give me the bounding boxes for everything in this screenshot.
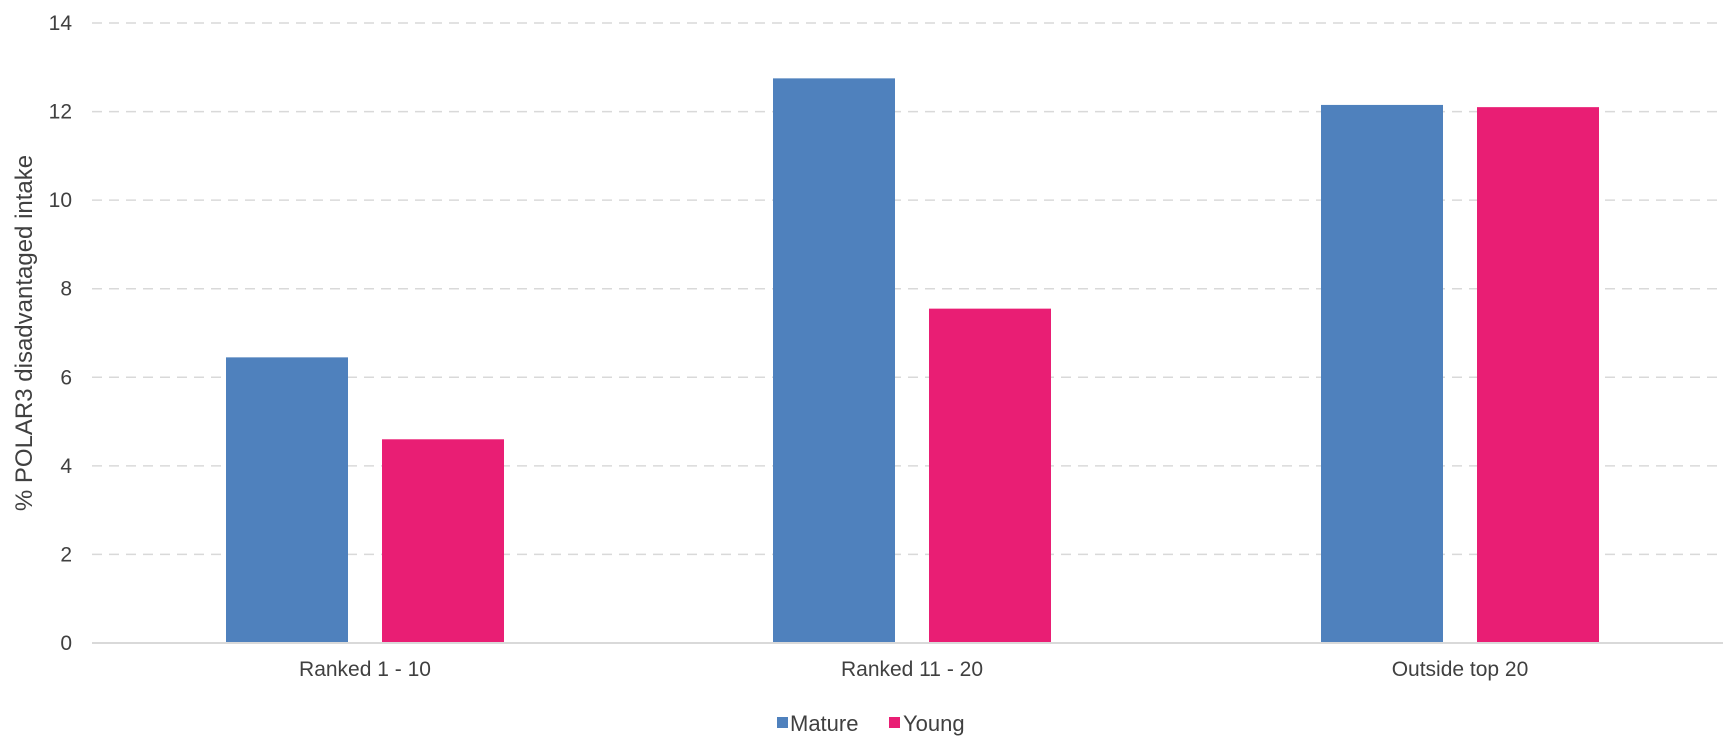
bar-young-1	[929, 308, 1051, 643]
legend: Mature Young	[777, 711, 965, 736]
x-tick-label: Ranked 1 - 10	[299, 658, 431, 681]
bar-mature-2	[1321, 104, 1443, 643]
y-tick-label: 0	[60, 632, 72, 655]
legend-swatch-young	[889, 717, 900, 728]
y-axis-title: % POLAR3 disadvantaged intake	[11, 155, 38, 511]
legend-label-young: Young	[903, 711, 965, 736]
x-tick-label: Outside top 20	[1392, 658, 1529, 681]
bars	[226, 78, 1599, 644]
x-axis-ticks: Ranked 1 - 10 Ranked 11 - 20 Outside top 2…	[299, 658, 1528, 681]
y-tick-label: 2	[60, 543, 72, 566]
y-tick-label: 6	[60, 366, 72, 389]
y-tick-label: 8	[60, 278, 72, 301]
x-tick-label: Ranked 11 - 20	[841, 658, 983, 681]
y-tick-label: 12	[49, 101, 72, 124]
y-tick-label: 4	[60, 455, 72, 478]
bar-mature-1	[773, 78, 895, 644]
legend-label-mature: Mature	[790, 711, 858, 736]
y-axis-ticks: 0 2 4 6 8 10 12 14	[49, 12, 73, 655]
bar-young-0	[382, 439, 504, 643]
legend-swatch-mature	[777, 717, 788, 728]
y-tick-label: 14	[49, 12, 73, 35]
y-tick-label: 10	[49, 189, 72, 212]
bar-young-2	[1477, 107, 1599, 643]
bar-mature-0	[226, 357, 348, 643]
